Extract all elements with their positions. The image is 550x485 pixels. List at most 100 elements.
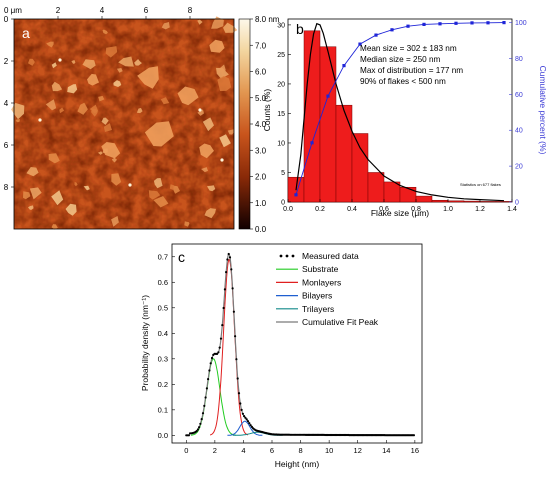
histogram-x-tick-label: 0.4 (347, 206, 357, 213)
measured-point (235, 358, 238, 361)
legend-label: Cumulative Fit Peak (302, 317, 379, 327)
afm-x-tick-label: 2 (56, 6, 61, 15)
height-y-tick-label: 0.6 (158, 278, 168, 287)
histogram-bars (287, 30, 513, 203)
measured-point (227, 252, 230, 256)
bright-spot (128, 183, 132, 187)
flake (102, 29, 108, 35)
colorbar-tick-label: 4.0 (255, 120, 267, 129)
cumulative-point (470, 21, 474, 25)
afm-y-tick-label: 6 (4, 141, 9, 150)
large-flake (87, 73, 99, 86)
flake (11, 102, 25, 120)
cumulative-point (390, 28, 394, 32)
histogram-y-tick-label: 10 (277, 140, 285, 147)
legend-label: Substrate (302, 264, 339, 274)
flake (197, 109, 204, 116)
measured-point (187, 434, 190, 437)
flake (153, 178, 163, 189)
measured-point (236, 377, 239, 380)
histogram-footnote: Statistics on 677 flakes (460, 182, 501, 187)
histogram-x-ticks: 0.0 0.2 0.4 0.6 0.8 1.0 1.2 1.4 (283, 199, 517, 213)
flake (29, 187, 42, 200)
flake (82, 59, 96, 70)
legend-swatch (291, 254, 295, 258)
height-x-ticks: 0 2 4 6 8 10 12 14 16 (184, 440, 419, 455)
flake (211, 16, 224, 29)
histogram-bar (463, 200, 481, 203)
cumulative-point (486, 21, 490, 25)
flake (201, 167, 208, 173)
flake (153, 196, 169, 208)
measured-point (195, 430, 198, 433)
histogram-y-tick-label: 20 (277, 81, 285, 88)
cumulative-point (326, 94, 330, 98)
measured-point (232, 310, 235, 313)
histogram-bar (383, 181, 401, 203)
histogram-bar (431, 199, 449, 203)
measured-point (208, 369, 211, 372)
flake (65, 203, 77, 216)
large-flake (177, 86, 199, 106)
histogram-y2-tick-label: 20 (515, 164, 523, 171)
flake (207, 185, 216, 192)
flake (204, 208, 216, 219)
cumulative-point (310, 141, 314, 145)
height-y-ticks: 0.0 0.1 0.2 0.3 0.4 0.5 0.6 0.7 (158, 252, 175, 440)
histogram-bar (351, 133, 369, 203)
height-x-tick-label: 6 (270, 446, 274, 455)
height-x-tick-label: 10 (325, 446, 333, 455)
flake (227, 129, 234, 135)
colorbar (238, 18, 251, 230)
large-flake (137, 66, 159, 89)
measured-point (198, 426, 201, 429)
legend-label: Bilayers (302, 291, 332, 301)
flake (51, 81, 63, 92)
histogram-y2-tick-label: 80 (515, 56, 523, 63)
histogram-y-ticks: 0 5 10 15 20 25 30 (277, 22, 291, 207)
histogram-x-tick-label: 1.4 (507, 206, 517, 213)
height-x-label: Height (nm) (275, 459, 320, 469)
height-y-tick-label: 0.5 (158, 303, 168, 312)
flake (28, 58, 35, 66)
colorbar-tick-label: 0.0 (255, 225, 267, 234)
height-distribution-chart: c 0 2 4 6 8 10 12 14 16 0.0 0.1 0.2 0.3 0.4 0.5 0.6 0.7… (140, 243, 423, 469)
stat-mean: Mean size = 302 ± 183 nm (360, 44, 457, 53)
afm-frame (13, 18, 235, 230)
cumulative-point (358, 42, 362, 46)
legend: Measured data Substrate Monlayers Bilayers T… (276, 251, 379, 327)
flake (97, 151, 103, 155)
legend-label: Trilayers (302, 304, 334, 314)
large-flake (101, 142, 121, 159)
component-curve (227, 420, 263, 436)
height-y-tick-label: 0.1 (158, 405, 168, 414)
flake (184, 221, 190, 227)
measured-point (250, 425, 253, 428)
measured-point (234, 335, 237, 338)
measured-point (228, 256, 232, 259)
measured-point (199, 422, 202, 425)
bright-spot (220, 158, 224, 162)
flake (116, 68, 123, 73)
height-y-tick-label: 0.2 (158, 380, 168, 389)
flake (51, 62, 57, 69)
histogram-y2-label: Cumulative percent (%) (538, 66, 548, 155)
cumulative-point (342, 64, 346, 68)
flake (48, 153, 60, 164)
histogram-bar (415, 195, 433, 203)
flake (217, 76, 232, 91)
height-x-tick-label: 2 (213, 446, 217, 455)
flake (103, 123, 112, 132)
flake (74, 181, 78, 187)
panel-a-letter: a (22, 25, 30, 41)
flake (101, 117, 109, 125)
histogram-y2-ticks: 0 20 40 60 80 100 (509, 20, 527, 207)
cumulative-points (294, 21, 506, 197)
measured-point (209, 362, 212, 365)
flake (77, 102, 88, 115)
histogram-y-tick-label: 25 (277, 52, 285, 59)
flake (28, 205, 34, 210)
stat-max: Max of distribution = 177 nm (360, 66, 463, 75)
flake (202, 117, 214, 132)
legend-swatch (285, 254, 289, 258)
